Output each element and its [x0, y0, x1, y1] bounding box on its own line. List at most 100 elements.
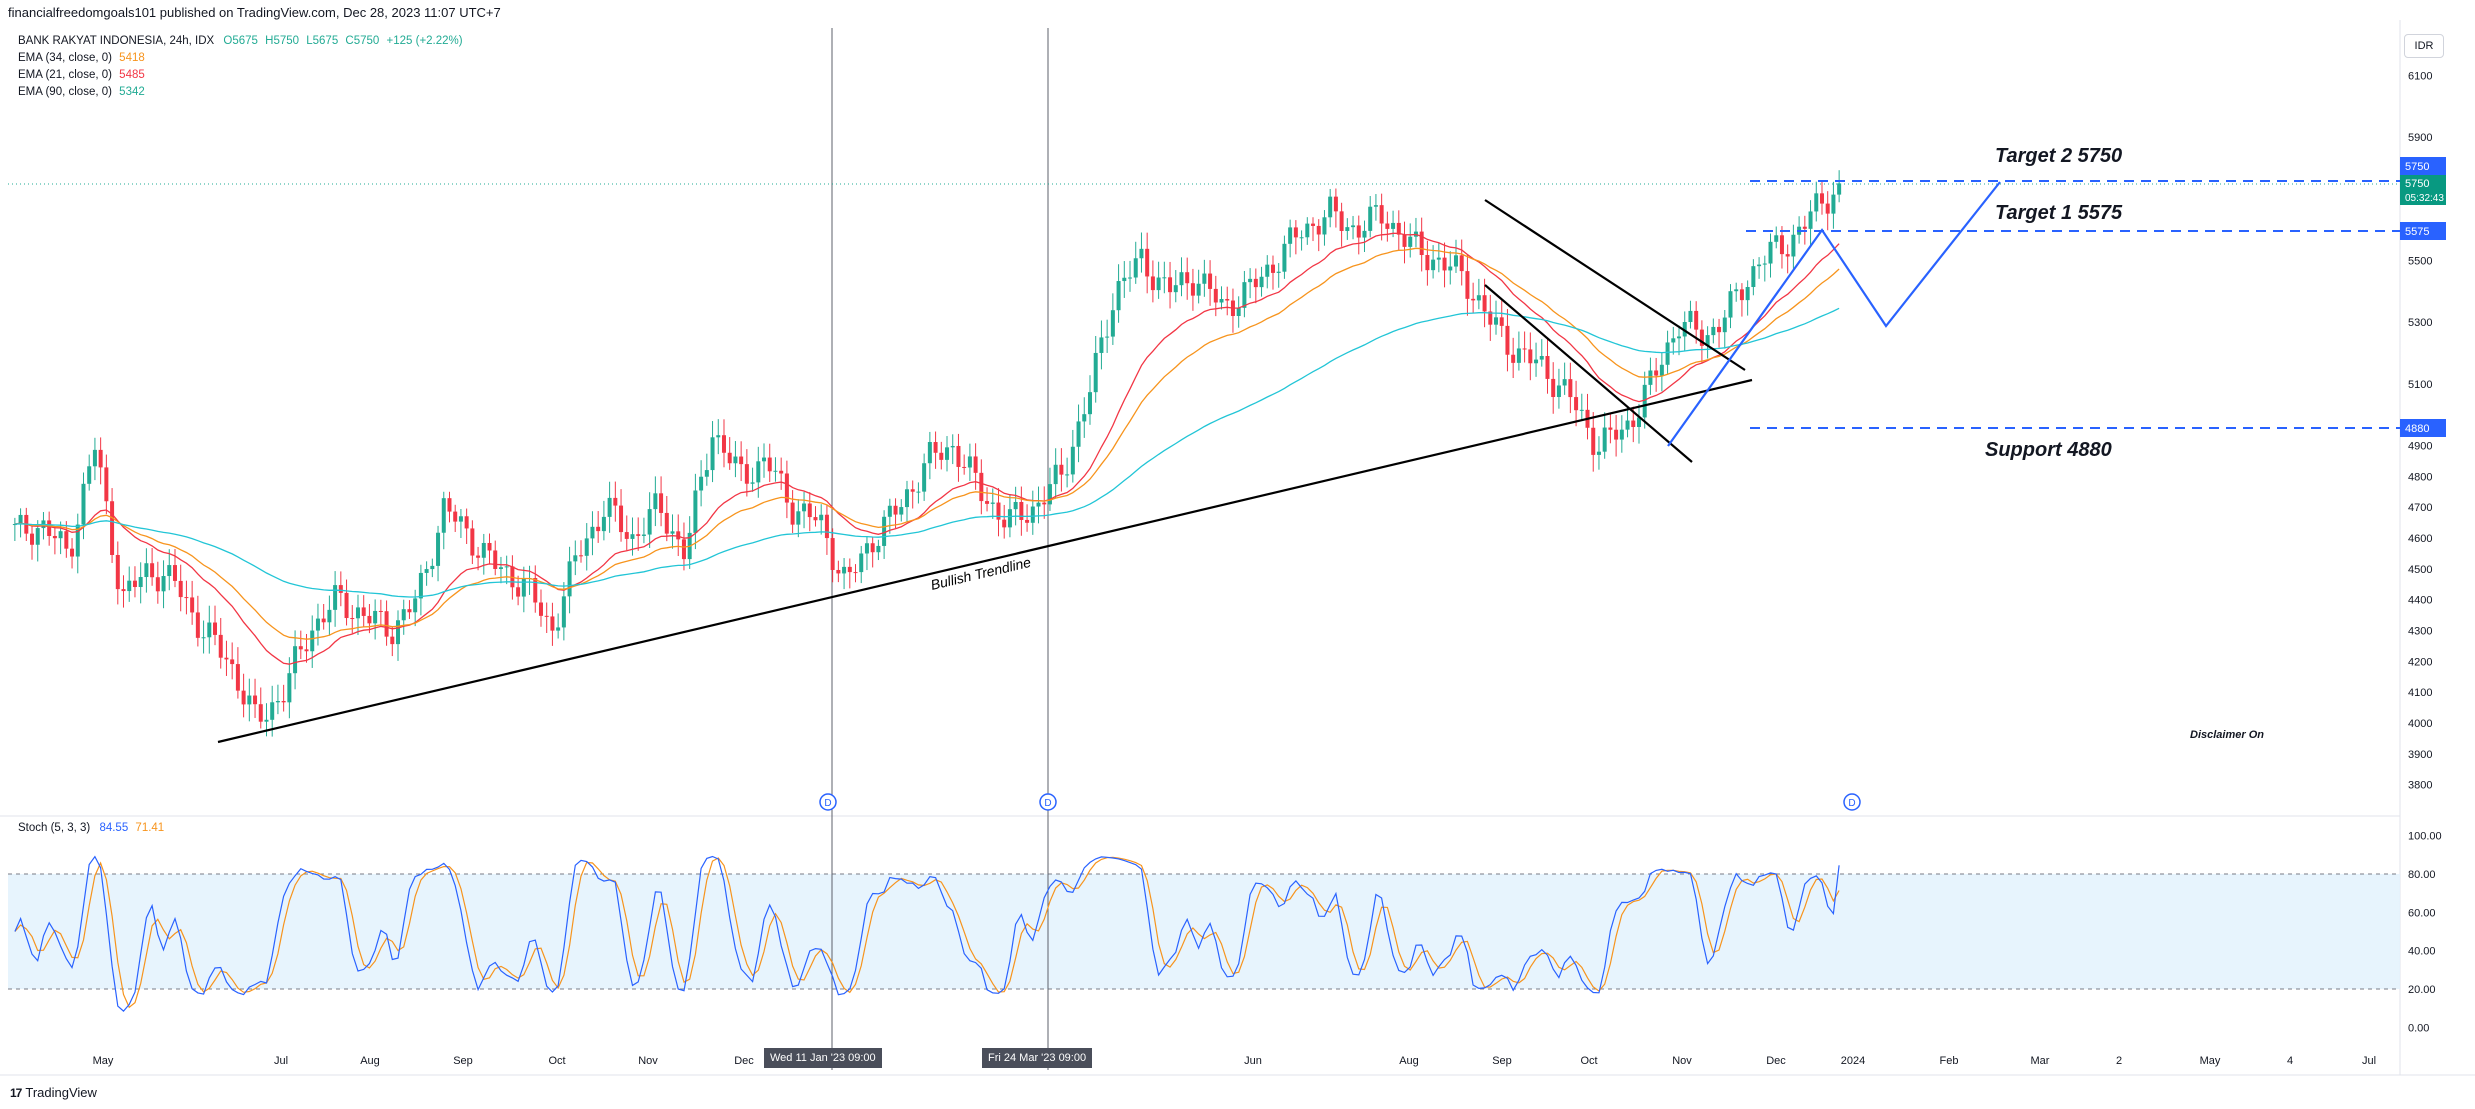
event-marker-circle[interactable]: [1039, 793, 1057, 811]
symbol-name[interactable]: BANK RAKYAT INDONESIA, 24h, IDX: [18, 35, 215, 47]
bullish-trendline[interactable]: [217, 378, 1753, 744]
candle-body: [1082, 414, 1087, 422]
tradingview-footer[interactable]: 17 TradingView: [10, 1085, 97, 1100]
candle-body: [235, 664, 240, 691]
candle-body: [979, 472, 984, 502]
candle-body: [1779, 235, 1784, 255]
candle-body: [1196, 283, 1201, 296]
ema21-row[interactable]: EMA (21, close, 0) 5485: [18, 67, 463, 84]
candle-body: [1751, 266, 1756, 287]
time-axis[interactable]: MayJulAugSepOctNovDecMaJunAugSepOctNovDe…: [93, 1055, 2376, 1067]
stoch-legend[interactable]: Stoch (5, 3, 3) 84.55 71.41: [18, 822, 164, 834]
candle-body: [1013, 501, 1018, 510]
price-axis[interactable]: 6100590057005500530051004900480047004600…: [2408, 70, 2432, 791]
candle-body: [693, 490, 698, 533]
candle-body: [367, 615, 372, 624]
candle-body: [664, 512, 669, 534]
candle-body: [1156, 277, 1161, 291]
candle-body: [1762, 263, 1767, 265]
currency-button[interactable]: IDR: [2404, 34, 2444, 58]
event-marker[interactable]: D: [1039, 793, 1057, 811]
candle-body: [1036, 502, 1041, 507]
candle-body: [98, 449, 103, 468]
event-marker[interactable]: D: [819, 793, 837, 811]
candle-body: [1099, 337, 1104, 353]
ema90-row[interactable]: EMA (90, close, 0) 5342: [18, 84, 463, 101]
candle-body: [1476, 295, 1481, 301]
candle-body: [824, 514, 829, 539]
candle-body: [985, 501, 990, 504]
candle-body: [12, 524, 17, 526]
candle-body: [1768, 241, 1773, 264]
candle-body: [1265, 264, 1270, 277]
candle-body: [275, 701, 280, 703]
candle-body: [1717, 326, 1722, 333]
ohlc-change: +125 (+2.22%): [386, 35, 463, 47]
candle-body: [1574, 397, 1579, 411]
candle-body: [1116, 281, 1121, 311]
ema34-row[interactable]: EMA (34, close, 0) 5418: [18, 50, 463, 67]
wedge-lower-line[interactable]: [1484, 284, 1693, 463]
stoch-label: Stoch (5, 3, 3): [18, 822, 91, 834]
candle-body: [1208, 273, 1213, 289]
ema21-value: 5485: [119, 69, 145, 81]
candle-body: [413, 598, 418, 613]
candle-body: [779, 470, 784, 474]
ohlc-open: O5675: [223, 35, 258, 47]
candle-body: [1648, 370, 1653, 385]
candle-body: [144, 563, 149, 578]
candle-body: [287, 673, 292, 703]
candle-body: [653, 493, 658, 510]
candle-body: [1225, 298, 1230, 301]
candle-body: [1202, 273, 1207, 284]
candle-body: [1625, 420, 1630, 430]
candle-body: [390, 636, 395, 645]
candle-body: [47, 520, 52, 536]
candle-body: [1248, 278, 1253, 283]
event-marker[interactable]: D: [1843, 793, 1861, 811]
candle-body: [1459, 255, 1464, 272]
event-marker-circle[interactable]: [1843, 793, 1861, 811]
candle-body: [1682, 322, 1687, 337]
candle-body: [1019, 501, 1024, 520]
stoch-axis[interactable]: 100.00 80.00 60.00 40.00 20.00 0.00: [2408, 831, 2442, 1035]
candle-body: [430, 565, 435, 570]
candle-body: [1070, 446, 1075, 475]
candle-body: [493, 550, 498, 569]
candle-body: [373, 610, 378, 624]
candle-body: [727, 452, 732, 464]
candle-body: [659, 493, 664, 513]
candle-body: [418, 572, 423, 599]
wedge-upper-line[interactable]: [1484, 199, 1746, 371]
candle-body: [253, 695, 258, 705]
event-marker-circle[interactable]: [819, 793, 837, 811]
candle-body: [1499, 317, 1504, 326]
candle-body: [1522, 348, 1527, 350]
candle-body: [750, 482, 755, 484]
candle-body: [75, 524, 80, 557]
candle-body: [1757, 264, 1762, 267]
candle-body: [819, 514, 824, 521]
candle-body: [310, 630, 315, 652]
projection-path[interactable]: [1667, 181, 2001, 447]
stoch-k-line: [14, 855, 1840, 1012]
candle-body: [184, 597, 189, 599]
candle-body: [1322, 217, 1327, 235]
ema90-line: [14, 307, 1840, 598]
candle-body: [441, 498, 446, 533]
candle-body: [464, 516, 469, 529]
candle-body: [52, 535, 57, 539]
time-axis-label: Jun: [1244, 1055, 1262, 1067]
candle-body: [70, 548, 75, 557]
stoch-axis-label: 40.00: [2408, 946, 2436, 958]
candle-body: [882, 516, 887, 546]
candle-body: [710, 437, 715, 471]
candle-body: [676, 531, 681, 540]
candle-body: [1105, 336, 1110, 338]
candle-body: [161, 576, 166, 592]
candle-body: [681, 539, 686, 560]
candle-body: [516, 587, 521, 597]
candles-layer: [12, 170, 1842, 737]
